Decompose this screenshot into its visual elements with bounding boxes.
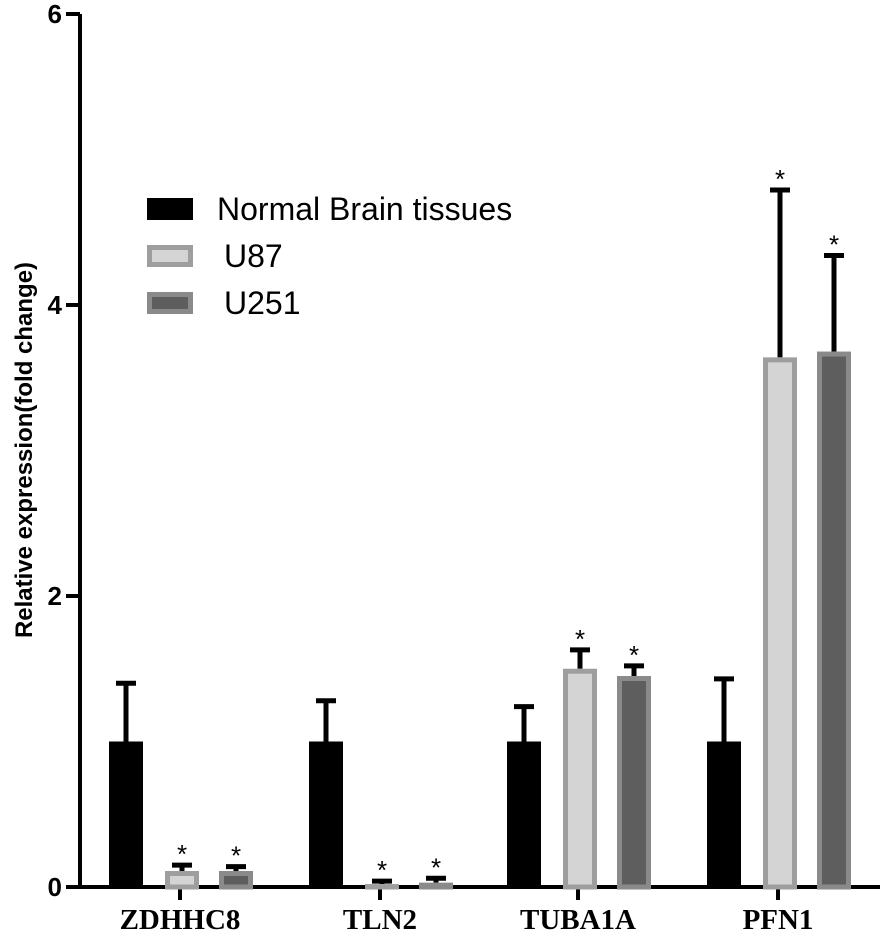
significance-marker: * [829,230,839,260]
legend-swatch [147,245,193,267]
bar-u251 [617,676,651,890]
x-tick-label: ZDHHC8 [120,904,241,936]
significance-marker: * [431,852,441,882]
bar-normal-brain-tissues [507,741,541,887]
bar-u251 [817,351,851,890]
significance-marker: * [377,855,387,885]
x-tick-label: TUBA1A [520,904,636,936]
y-tick-label: 4 [48,290,63,320]
bar-normal-brain-tissues [109,741,143,887]
y-axis-title: Relative expression(fold change) [11,262,38,638]
legend-label: U251 [224,285,301,321]
x-tick-label: PFN1 [743,904,814,936]
significance-marker: * [775,164,785,194]
significance-marker: * [629,640,639,670]
legend-label: U87 [224,238,283,274]
bar-u87 [563,668,597,890]
bar-u87 [165,870,199,890]
bar-u87 [763,357,797,890]
bar-normal-brain-tissues [309,741,343,887]
plot-area: 0 2 4 6 ZDHHC8 * * TLN2 * * TUBA1A * * PFN1 * * [48,0,880,936]
legend-label: Normal Brain tissues [217,191,512,227]
legend: Normal Brain tissues U87 U251 [147,191,512,321]
bar-u251 [419,882,453,890]
y-tick-label: 6 [48,0,62,29]
y-tick-label: 0 [48,872,62,902]
y-tick-label: 2 [48,581,62,611]
legend-swatch [147,292,193,314]
significance-marker: * [231,841,241,871]
bar-normal-brain-tissues [707,741,741,887]
bar-u251 [219,870,253,890]
significance-marker: * [177,839,187,869]
significance-marker: * [575,624,585,654]
x-tick-label: TLN2 [343,904,417,936]
legend-swatch [147,198,193,220]
